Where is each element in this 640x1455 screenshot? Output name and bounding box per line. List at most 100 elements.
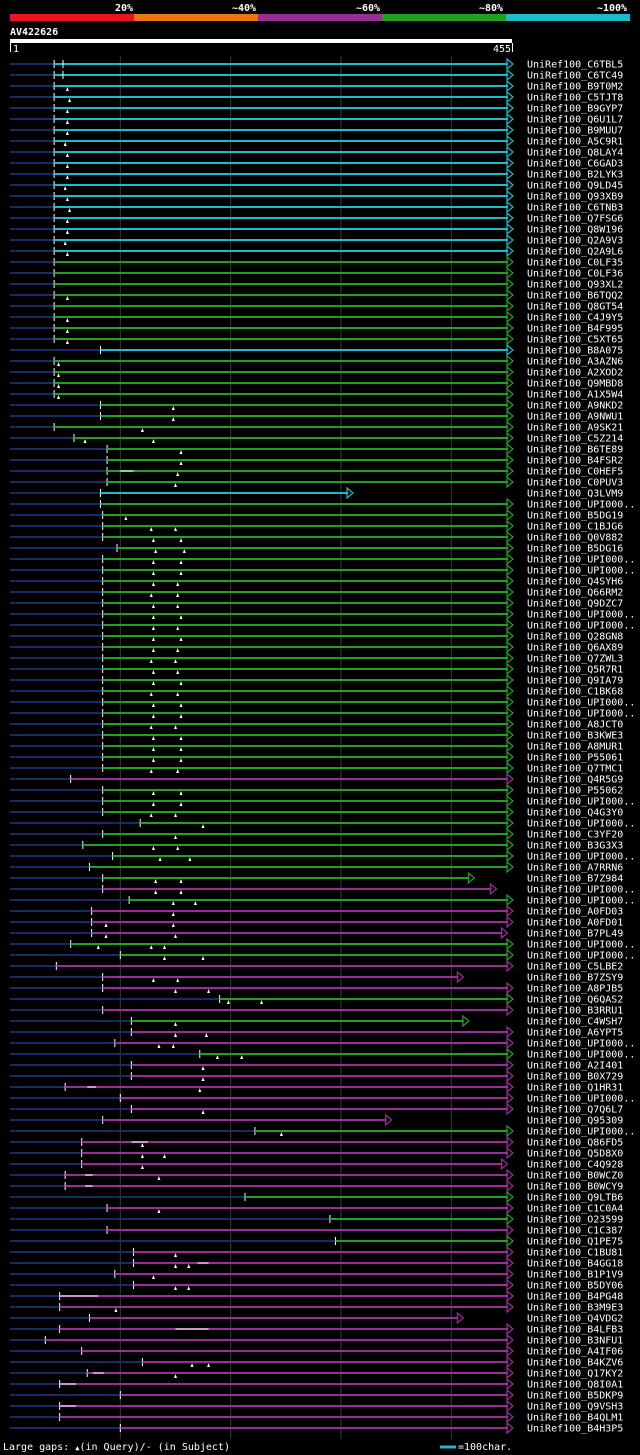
- query-gap-marker: [140, 1165, 144, 1169]
- alignment-row: UniRef100_A2I401: [10, 1058, 623, 1072]
- hit-label: UniRef100_UPI000..: [527, 951, 635, 962]
- hit-arrow: [506, 1047, 514, 1061]
- hit-label: UniRef100_Q4G3Y0: [527, 808, 623, 819]
- query-gap-marker: [190, 1363, 194, 1367]
- query-gap-marker: [179, 703, 183, 707]
- alignment-row: UniRef100_B4GG18: [10, 1256, 623, 1270]
- hit-label: UniRef100_Q93XL2: [527, 280, 623, 291]
- hit-label: UniRef100_Q17KY2: [527, 1369, 623, 1380]
- hit-label: UniRef100_A8JCT0: [527, 720, 623, 731]
- query-gap-marker: [96, 945, 100, 949]
- query-gap-marker: [65, 230, 69, 234]
- query-gap-marker: [151, 846, 155, 850]
- query-gap-marker: [63, 241, 67, 245]
- hit-label: UniRef100_B4FSR2: [527, 456, 623, 467]
- alignment-row: UniRef100_A4IF06: [10, 1344, 623, 1358]
- alignment-row: UniRef100_B3NFU1: [10, 1333, 623, 1347]
- alignment-row: UniRef100_C5TJT8: [10, 90, 623, 104]
- alignment-row: UniRef100_C0HEF5: [10, 464, 623, 478]
- alignment-row: UniRef100_A8JCT0: [10, 717, 623, 731]
- hit-label: UniRef100_UPI000..: [527, 819, 635, 830]
- alignment-row: UniRef100_B5DG19: [10, 508, 623, 522]
- query-gap-marker: [179, 681, 183, 685]
- alignment-row: UniRef100_A6YPT5: [10, 1025, 623, 1039]
- hit-label: UniRef100_Q7Q6L7: [527, 1105, 623, 1116]
- hit-label: UniRef100_B4QLM1: [527, 1413, 623, 1424]
- scale-segment-3: [258, 14, 382, 21]
- alignment-row: UniRef100_Q7Q6L7: [10, 1102, 623, 1116]
- alignment-row: UniRef100_B1P1V9: [10, 1267, 623, 1281]
- hit-label: UniRef100_A4IF06: [527, 1347, 623, 1358]
- alignment-row: UniRef100_Q9MBD8: [10, 376, 623, 390]
- hit-arrow: [506, 728, 514, 742]
- hit-label: UniRef100_Q5D8X0: [527, 1149, 623, 1160]
- hit-arrow: [506, 1102, 514, 1116]
- hit-arrow: [346, 486, 354, 500]
- query-gap-marker: [179, 538, 183, 542]
- hit-arrow: [506, 277, 514, 291]
- hit-arrow: [506, 739, 514, 753]
- hit-arrow: [506, 706, 514, 720]
- hit-arrow: [506, 1399, 514, 1413]
- hit-label: UniRef100_A0FD01: [527, 918, 623, 929]
- hit-label: UniRef100_B3M9E3: [527, 1303, 623, 1314]
- alignment-row: UniRef100_B4LFB3: [10, 1322, 623, 1336]
- alignment-row: UniRef100_UPI000..: [10, 607, 635, 621]
- query-gap-marker: [176, 692, 180, 696]
- hit-label: UniRef100_Q6AX89: [527, 643, 623, 654]
- query-gap-marker: [149, 527, 153, 531]
- hit-label: UniRef100_B4GG18: [527, 1259, 623, 1270]
- scale-label-4: ~80%: [479, 3, 503, 14]
- alignment-row: UniRef100_B4PG48: [10, 1289, 623, 1303]
- hit-label: UniRef100_B4KZV6: [527, 1358, 623, 1369]
- alignment-row: UniRef100_Q4SYH6: [10, 574, 623, 588]
- hit-arrow: [506, 992, 514, 1006]
- query-gap-marker: [151, 681, 155, 685]
- alignment-row: UniRef100_B7ZSY9: [10, 970, 623, 984]
- hit-label: UniRef100_C4WSH7: [527, 1017, 623, 1028]
- hit-label: UniRef100_A8PJB5: [527, 984, 623, 995]
- alignment-row: UniRef100_B8A075: [10, 343, 623, 357]
- hit-arrow: [462, 1014, 470, 1028]
- alignment-row: UniRef100_B6TQQ2: [10, 288, 623, 302]
- hit-arrow: [506, 1135, 514, 1149]
- hit-arrow: [506, 508, 514, 522]
- query-gap-marker: [151, 802, 155, 806]
- alignment-row: UniRef100_B4H3P5: [10, 1421, 623, 1435]
- alignment-row: UniRef100_C6GAD3: [10, 156, 623, 170]
- hit-arrow: [506, 761, 514, 775]
- alignment-row: UniRef100_Q17KY2: [10, 1366, 623, 1380]
- hit-label: UniRef100_B0WCY9: [527, 1182, 623, 1193]
- alignment-row: UniRef100_Q9VSH3: [10, 1399, 623, 1413]
- hit-label: UniRef100_B7PL49: [527, 929, 623, 940]
- hit-arrow: [506, 288, 514, 302]
- hit-arrow: [506, 541, 514, 555]
- query-gap-marker: [198, 1088, 202, 1092]
- alignment-row: UniRef100_UPI000..: [10, 497, 635, 511]
- query-gap-marker: [176, 978, 180, 982]
- query-gap-marker: [173, 1253, 177, 1257]
- alignment-row: UniRef100_C5LBE2: [10, 959, 623, 973]
- hit-label: UniRef100_O23599: [527, 1215, 623, 1226]
- alignment-row: UniRef100_Q7FSG6: [10, 211, 623, 225]
- hit-label: UniRef100_A1X5W4: [527, 390, 623, 401]
- alignment-row: UniRef100_Q8GT54: [10, 299, 623, 313]
- hit-arrow: [506, 1212, 514, 1226]
- scale-segment-5: [506, 14, 630, 21]
- query-gap-marker: [279, 1132, 283, 1136]
- alignment-row: UniRef100_UPI000..: [10, 882, 635, 896]
- hit-label: UniRef100_A3AZN6: [527, 357, 623, 368]
- hit-label: UniRef100_UPI000..: [527, 940, 635, 951]
- hit-arrow: [506, 453, 514, 467]
- hit-arrow: [506, 1256, 514, 1270]
- hit-label: UniRef100_B0X729: [527, 1072, 623, 1083]
- hit-arrow: [506, 156, 514, 170]
- hit-arrow: [489, 882, 498, 896]
- query-gap-marker: [207, 1363, 211, 1367]
- query-gap-marker: [176, 769, 180, 773]
- alignment-row: UniRef100_UPI000..: [10, 816, 635, 830]
- query-gap-marker: [179, 637, 183, 641]
- hit-arrow: [506, 640, 514, 654]
- hit-label: UniRef100_Q86FD5: [527, 1138, 623, 1149]
- alignment-row: UniRef100_B5DY06: [10, 1278, 623, 1292]
